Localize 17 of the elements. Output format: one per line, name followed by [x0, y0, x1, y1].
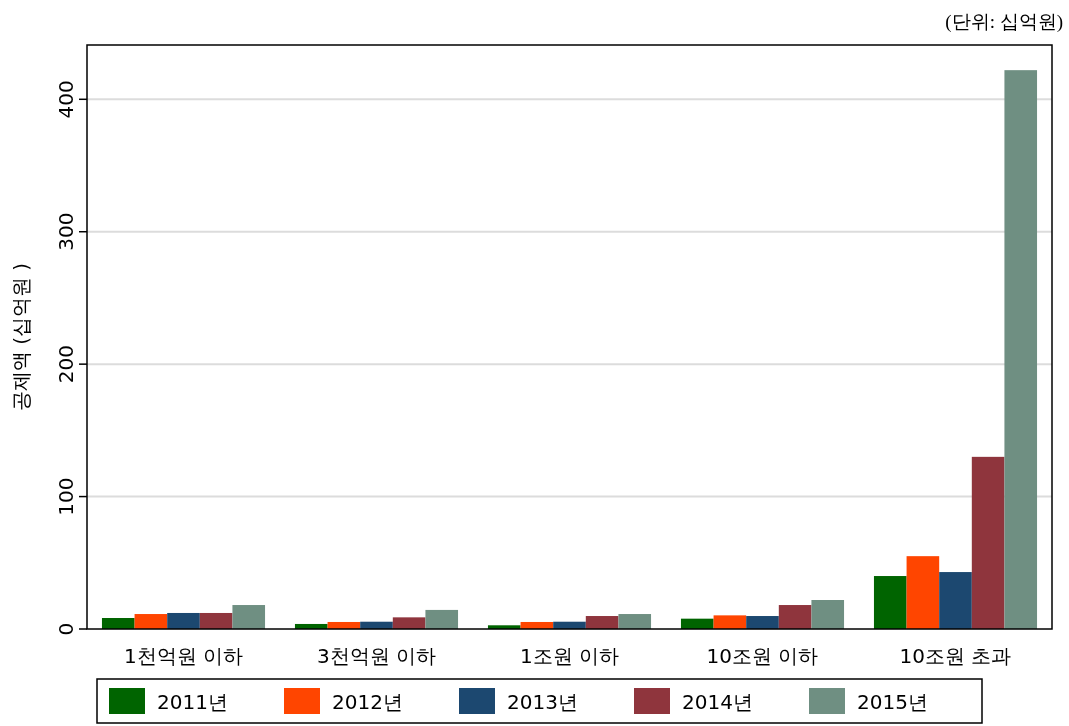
legend-label: 2011년	[157, 690, 228, 714]
y-tick-label: 100	[54, 477, 78, 516]
y-tick-label: 0	[54, 622, 78, 636]
x-tick-label: 1천억원 이하	[123, 644, 244, 668]
x-tick-label: 1조원 이하	[519, 644, 620, 668]
legend-label: 2015년	[857, 690, 928, 714]
x-tick-label: 10조원 초과	[899, 644, 1012, 668]
legend-label: 2012년	[332, 690, 403, 714]
y-axis-title: 공제액 (십억원 )	[9, 262, 33, 412]
y-tick-label: 300	[54, 212, 78, 251]
legend-label: 2013년	[507, 690, 578, 714]
y-tick-label: 200	[54, 345, 78, 384]
y-tick-label: 400	[54, 80, 78, 119]
legend-label: 2014년	[682, 690, 753, 714]
text: (단위: 십억원)	[945, 11, 1063, 33]
x-tick-label: 10조원 이하	[706, 644, 819, 668]
x-tick-label: 3천억원 이하	[316, 644, 437, 668]
